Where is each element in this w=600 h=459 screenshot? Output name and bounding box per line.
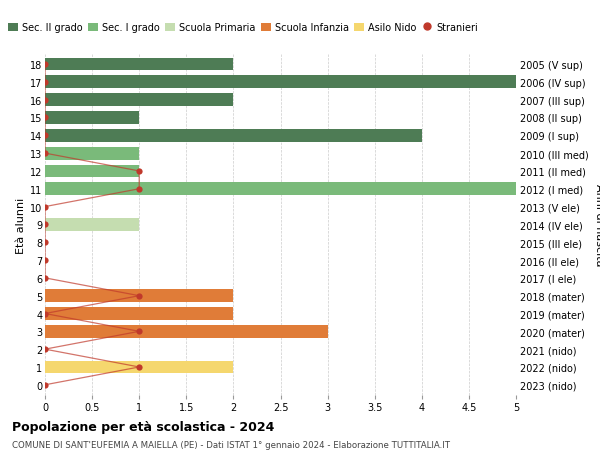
Bar <box>45 183 516 196</box>
Bar <box>45 218 139 231</box>
Bar <box>45 290 233 302</box>
Text: Popolazione per età scolastica - 2024: Popolazione per età scolastica - 2024 <box>12 420 274 433</box>
Bar <box>45 129 422 142</box>
Legend: Sec. II grado, Sec. I grado, Scuola Primaria, Scuola Infanzia, Asilo Nido, Stran: Sec. II grado, Sec. I grado, Scuola Prim… <box>4 19 482 37</box>
Bar <box>45 58 233 71</box>
Bar <box>45 165 139 178</box>
Y-axis label: Età alunni: Età alunni <box>16 197 26 253</box>
Y-axis label: Anni di nascita: Anni di nascita <box>595 184 600 266</box>
Bar <box>45 308 233 320</box>
Bar <box>45 147 139 160</box>
Bar <box>45 325 328 338</box>
Bar <box>45 94 233 107</box>
Bar <box>45 361 233 374</box>
Bar <box>45 76 516 89</box>
Text: COMUNE DI SANT'EUFEMIA A MAIELLA (PE) - Dati ISTAT 1° gennaio 2024 - Elaborazion: COMUNE DI SANT'EUFEMIA A MAIELLA (PE) - … <box>12 440 450 449</box>
Bar <box>45 112 139 124</box>
